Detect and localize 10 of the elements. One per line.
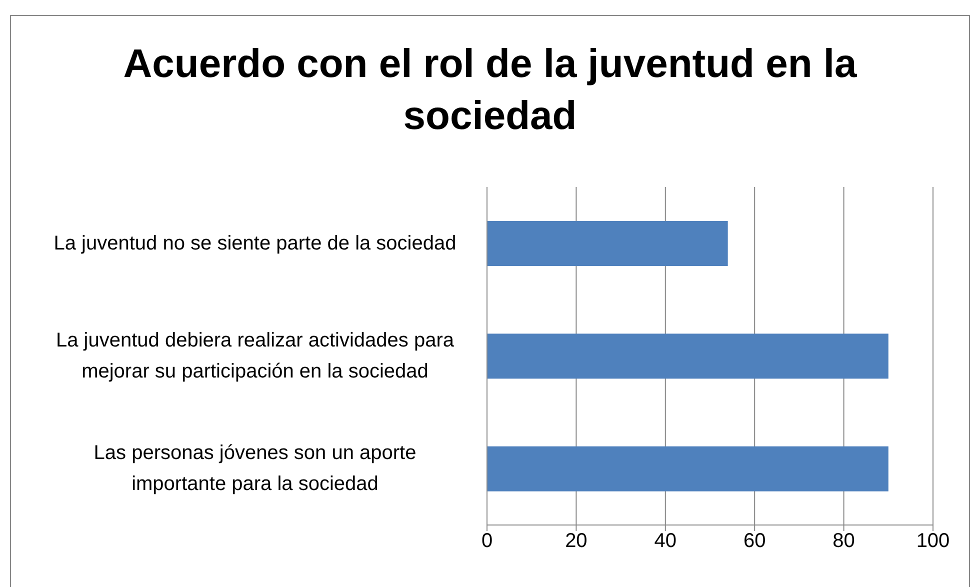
y-tick-label: La juventud debiera realizar actividades para mejorar su participación en la sociedad (56, 330, 455, 382)
chart-title: Acuerdo con el rol de la juventud en la sociedad (122, 41, 858, 140)
x-tick-label: 40 (654, 530, 677, 552)
y-tick-label: Las personas jóvenes son un aporte importante para la sociedad (94, 442, 416, 496)
x-tick-label: 60 (743, 530, 766, 552)
x-tick-label: 100 (916, 530, 950, 552)
x-tick-label: 20 (565, 530, 588, 552)
x-tick-label: 80 (832, 530, 855, 552)
y-tick-label: La juventud no se siente parte de la sociedad (54, 232, 456, 254)
x-tick-label: 0 (481, 530, 493, 552)
